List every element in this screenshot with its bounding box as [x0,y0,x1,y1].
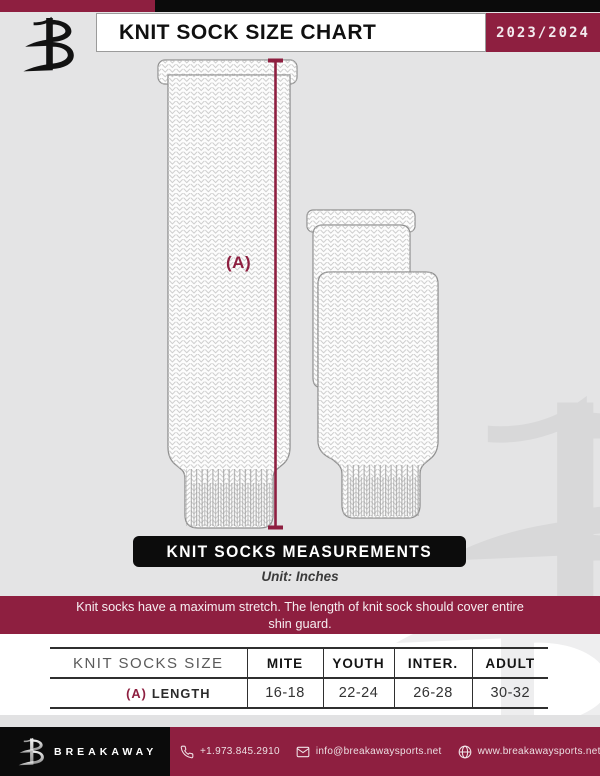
table-row-header: KNIT SOCKS SIZE [72,654,224,672]
measurements-banner-text: KNIT SOCKS MEASUREMENTS [166,541,433,561]
length-value-adult: 30-32 [471,678,548,708]
page-title: KNIT SOCK SIZE CHART [119,20,377,44]
email-address: info@breakawaysports.net [315,746,442,757]
column-header-mite: MITE [246,648,323,678]
top-accent-strip-maroon [0,0,155,12]
title-bar: KNIT SOCK SIZE CHART [96,13,486,52]
season-badge: 2023/2024 [486,13,600,52]
phone-contact: +1.973.845.2910 [180,745,280,759]
website-url: www.breakawaysports.net [477,746,600,757]
breakaway-logo-icon [16,736,46,768]
measurement-line-a [268,58,283,530]
length-value-inter: 26-28 [393,678,472,708]
footer-brand-block: BREAKAWAY [0,727,170,776]
phone-icon [180,745,194,758]
knit-sock-diagram [157,58,439,530]
stretch-note-text: Knit socks have a maximum stretch. The l… [76,598,524,631]
length-label-text: LENGTH [151,685,211,701]
measurements-banner: KNIT SOCKS MEASUREMENTS [133,536,466,567]
length-value-youth: 22-24 [322,678,394,708]
phone-number: +1.973.845.2910 [200,746,280,757]
column-header-youth: YOUTH [322,648,394,678]
breakaway-logo-icon [18,13,78,77]
column-header-inter: INTER. [393,648,472,678]
stretch-note-band: Knit socks have a maximum stretch. The l… [0,596,600,634]
column-header-adult: ADULT [471,648,548,678]
sock-small [317,271,439,519]
table-header-row: KNIT SOCKS SIZE MITE YOUTH INTER. ADULT [50,648,548,678]
length-label-key: (A) [126,685,147,701]
globe-icon [458,745,471,758]
measurement-label-a: (A) [226,253,252,272]
length-row-label: (A) LENGTH [50,678,247,708]
brand-name: BREAKAWAY [54,745,158,758]
sock-large [157,59,298,529]
knit-sock-size-table: KNIT SOCKS SIZE MITE YOUTH INTER. ADULT … [50,647,548,709]
footer: BREAKAWAY +1.973.845.2910 info@breakaway… [0,727,600,776]
length-value-mite: 16-18 [246,678,323,708]
unit-note: Unit: Inches [261,569,339,584]
season-badge-text: 2023/2024 [496,24,590,41]
website-contact: www.breakawaysports.net [458,745,600,759]
table-row-length: (A) LENGTH 16-18 22-24 26-28 30-32 [50,678,548,708]
footer-contacts: +1.973.845.2910 info@breakawaysports.net… [180,727,600,776]
top-accent-strip [0,0,600,12]
size-table-section: KNIT SOCKS SIZE MITE YOUTH INTER. ADULT … [0,634,600,715]
footer-spacer [0,715,600,727]
email-icon [296,746,310,757]
email-contact: info@breakawaysports.net [296,745,442,759]
